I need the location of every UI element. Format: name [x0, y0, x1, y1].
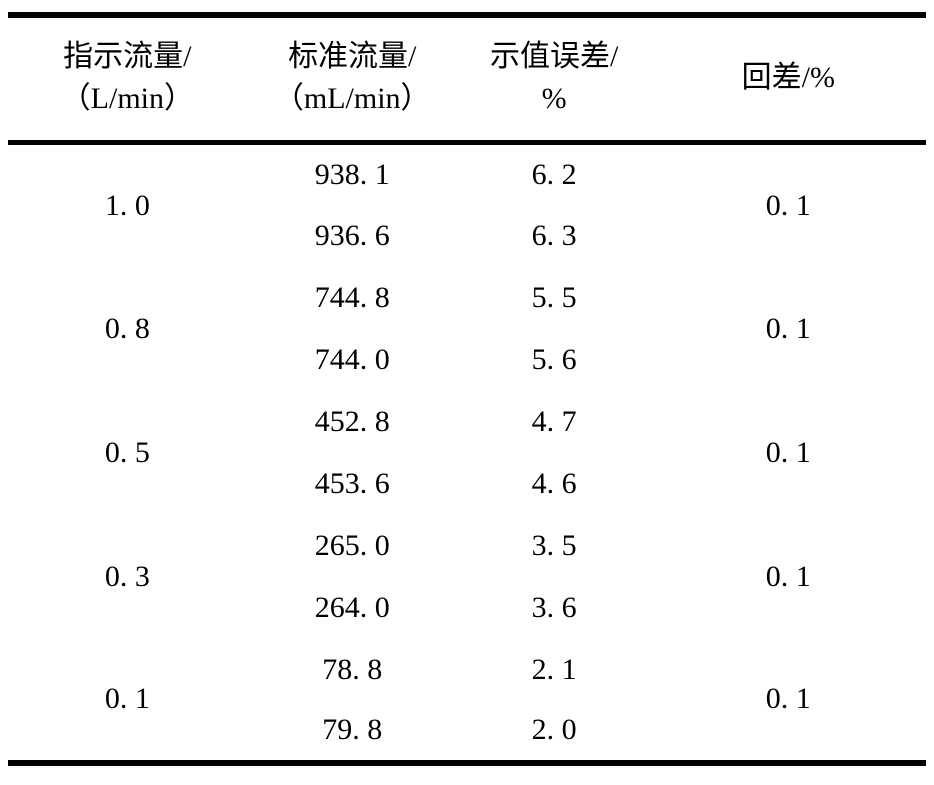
indicated-flow-cell: 0. 5 [104, 435, 150, 469]
hysteresis-cell: 0. 1 [765, 435, 811, 469]
indication-error-cell: 2. 1 [531, 652, 577, 686]
table-row: 0. 8 744. 8 5. 5 0. 1 [8, 267, 926, 343]
indicated-flow-cell: 0. 1 [104, 682, 150, 715]
standard-flow-cell: 938. 1 [314, 157, 390, 191]
indication-error-cell: 5. 5 [531, 280, 577, 314]
table-header: 指示流量/ （L/min） 标准流量/ （mL/min） 示值误差/ % 回差/… [8, 15, 926, 143]
header-label-line1: 标准流量/ [288, 40, 417, 73]
header-label-line1: 示值误差/ [490, 40, 619, 73]
indication-error-cell: 4. 7 [531, 404, 577, 438]
standard-flow-cell: 744. 0 [314, 342, 390, 376]
standard-flow-cell: 744. 8 [314, 280, 390, 314]
col-header-indicated-flow: 指示流量/ （L/min） [8, 15, 247, 143]
header-label-line1: 回差/% [741, 61, 835, 94]
table-row: 0. 3 265. 0 3. 5 0. 1 [8, 515, 926, 591]
hysteresis-cell: 0. 1 [765, 682, 811, 715]
calibration-data-table: 指示流量/ （L/min） 标准流量/ （mL/min） 示值误差/ % 回差/… [8, 12, 926, 766]
indicated-flow-cell: 0. 3 [104, 559, 150, 593]
standard-flow-cell: 265. 0 [314, 528, 390, 562]
hysteresis-cell: 0. 1 [765, 311, 811, 345]
header-label-line2: % [541, 82, 567, 115]
standard-flow-cell: 78. 8 [322, 652, 383, 686]
hysteresis-cell: 0. 1 [765, 188, 811, 222]
indicated-flow-cell: 1. 0 [104, 188, 150, 222]
col-header-standard-flow: 标准流量/ （mL/min） [247, 15, 458, 143]
standard-flow-cell: 936. 6 [314, 218, 390, 252]
indication-error-cell: 3. 5 [531, 528, 577, 562]
table-row: 936. 6 6. 3 [8, 205, 926, 267]
indication-error-cell: 5. 6 [531, 342, 577, 376]
table-body: 1. 0 938. 1 6. 2 0. 1 936. 6 6. 3 0. 8 7… [8, 143, 926, 763]
indicated-flow-cell: 0. 8 [104, 311, 150, 345]
header-row: 指示流量/ （L/min） 标准流量/ （mL/min） 示值误差/ % 回差/… [8, 15, 926, 143]
standard-flow-cell: 453. 6 [314, 466, 390, 500]
header-label-line1: 指示流量/ [63, 40, 192, 73]
indication-error-cell: 3. 6 [531, 590, 577, 624]
standard-flow-cell: 264. 0 [314, 590, 390, 624]
table-row: 453. 6 4. 6 [8, 453, 926, 515]
hysteresis-cell: 0. 1 [765, 559, 811, 593]
table-row: 0. 1 78. 8 2. 1 0. 1 [8, 639, 926, 714]
standard-flow-cell: 452. 8 [314, 404, 390, 438]
indication-error-cell: 2. 0 [531, 713, 577, 746]
header-label-line2: （mL/min） [273, 82, 431, 115]
col-header-indication-error: 示值误差/ % [458, 15, 651, 143]
header-label-line2: （L/min） [60, 82, 194, 115]
indication-error-cell: 4. 6 [531, 466, 577, 500]
table-row: 0. 5 452. 8 4. 7 0. 1 [8, 391, 926, 467]
table-row: 1. 0 938. 1 6. 2 0. 1 [8, 143, 926, 220]
indication-error-cell: 6. 3 [531, 218, 577, 252]
col-header-hysteresis: 回差/% [651, 15, 926, 143]
standard-flow-cell: 79. 8 [322, 713, 383, 746]
table-row: 264. 0 3. 6 [8, 577, 926, 639]
indication-error-cell: 6. 2 [531, 157, 577, 191]
table-row: 744. 0 5. 6 [8, 329, 926, 391]
table-row: 79. 8 2. 0 [8, 701, 926, 763]
